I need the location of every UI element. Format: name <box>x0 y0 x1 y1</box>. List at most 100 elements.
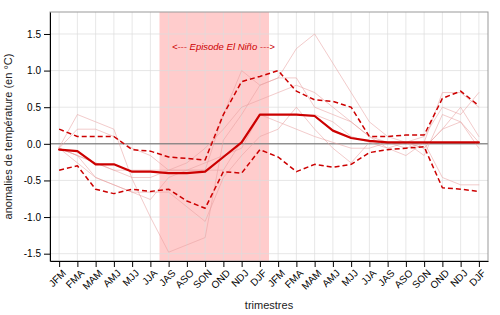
x-tick-label: NDJ <box>229 267 251 289</box>
x-grid-line <box>405 12 406 261</box>
y-tick-label: 1.0 <box>27 65 41 76</box>
x-tick-label: MJJ <box>339 267 360 288</box>
x-tick: JJA <box>359 261 379 287</box>
y-tick: -0.5 <box>24 175 50 186</box>
y-tick-mark <box>44 217 50 218</box>
x-tick-mark <box>77 261 78 267</box>
x-grid-line <box>150 12 151 261</box>
y-tick-label: -1.5 <box>24 248 42 259</box>
x-grid-line <box>332 12 333 261</box>
x-tick-mark <box>406 261 407 267</box>
x-grid-line <box>168 12 169 261</box>
x-tick: OND <box>428 261 452 291</box>
x-tick: MAM <box>80 261 104 292</box>
x-tick: DJF <box>467 261 488 288</box>
x-tick: OND <box>209 261 233 291</box>
x-tick-mark <box>169 261 170 267</box>
x-tick: MJJ <box>339 261 360 288</box>
line <box>59 34 479 252</box>
y-tick: -1.0 <box>24 212 50 223</box>
x-tick: ASO <box>392 261 415 290</box>
x-tick: JJA <box>140 261 160 287</box>
x-tick: AMJ <box>320 261 342 289</box>
x-tick-label: SON <box>410 267 433 290</box>
x-tick-mark <box>388 261 389 267</box>
x-tick-label: AMJ <box>320 267 342 289</box>
y-axis-line <box>50 13 51 262</box>
y-tick: -1.5 <box>24 248 50 259</box>
y-tick-mark <box>44 254 50 255</box>
x-tick-label: MJJ <box>120 267 141 288</box>
x-tick-mark <box>461 261 462 267</box>
y-tick-label: -1.0 <box>24 212 42 223</box>
x-grid-line <box>95 12 96 261</box>
x-tick-mark <box>424 261 425 267</box>
x-tick-label: MAM <box>299 267 323 291</box>
x-tick-mark <box>278 261 279 267</box>
y-tick-mark <box>44 144 50 145</box>
line <box>59 115 479 174</box>
x-tick: DJF <box>248 261 269 288</box>
x-axis: JFMFMAMAMAMJMJJJJAJASASOSONONDNDJDJFJFMF… <box>47 261 489 292</box>
x-tick-mark <box>296 261 297 267</box>
x-tick-mark <box>242 261 243 267</box>
x-axis-title: trimestres <box>245 299 294 311</box>
x-tick-mark <box>205 261 206 267</box>
x-tick-label: SON <box>191 267 214 290</box>
x-grid-line <box>460 12 461 261</box>
x-tick-mark <box>150 261 151 267</box>
x-tick-mark <box>96 261 97 267</box>
plot-area <box>50 12 488 261</box>
line <box>59 115 479 200</box>
y-grid-line <box>50 70 488 71</box>
x-tick-label: JJA <box>359 267 379 287</box>
x-tick-mark <box>442 261 443 267</box>
x-tick-mark <box>59 261 60 267</box>
y-axis-title: anomalies de température (en °C) <box>2 54 14 220</box>
x-tick-mark <box>479 261 480 267</box>
grid <box>50 12 488 261</box>
x-tick-label: MAM <box>80 267 104 291</box>
y-tick-mark <box>44 107 50 108</box>
x-tick-mark <box>333 261 334 267</box>
x-tick: MJJ <box>120 261 141 288</box>
x-tick-mark <box>114 261 115 267</box>
x-tick-label: DJF <box>467 267 488 288</box>
x-tick-mark <box>351 261 352 267</box>
x-tick-label: JFM <box>47 267 69 289</box>
y-tick-mark <box>44 34 50 35</box>
x-tick-label: OND <box>209 267 233 291</box>
x-tick: ASO <box>173 261 196 290</box>
line <box>59 85 479 177</box>
y-axis: -1.5-1.0-0.50.00.51.01.5 <box>24 13 51 262</box>
x-grid-line <box>278 12 279 261</box>
y-tick-mark <box>44 180 50 181</box>
y-grid-line <box>50 217 488 218</box>
y-tick-mark <box>44 71 50 72</box>
x-tick: AMJ <box>101 261 123 289</box>
y-grid-line <box>50 33 488 34</box>
y-tick: 1.5 <box>27 29 50 40</box>
x-tick-label: DJF <box>248 267 269 288</box>
x-tick-mark <box>132 261 133 267</box>
x-grid-line <box>442 12 443 261</box>
y-tick: 1.0 <box>27 65 50 76</box>
x-tick-label: AMJ <box>101 267 123 289</box>
x-tick-mark <box>187 261 188 267</box>
x-tick-label: JFM <box>266 267 288 289</box>
line <box>59 71 479 171</box>
x-grid-line <box>132 12 133 261</box>
y-grid-line <box>50 253 488 254</box>
x-grid-line <box>59 12 60 261</box>
x-tick: NDJ <box>448 261 470 289</box>
x-tick-mark <box>260 261 261 267</box>
x-tick-label: JJA <box>140 267 160 287</box>
x-tick: NDJ <box>229 261 251 289</box>
chart: JFMFMAMAMAMJMJJJJAJASASOSONONDNDJDJFJFMF… <box>0 0 500 315</box>
annotation: <--- Episode El Niño ---> <box>172 41 275 52</box>
x-tick-label: ASO <box>173 267 196 290</box>
line <box>59 115 479 185</box>
x-tick-label: ASO <box>392 267 415 290</box>
x-tick: MAM <box>299 261 323 292</box>
y-tick: 0.5 <box>27 102 50 113</box>
